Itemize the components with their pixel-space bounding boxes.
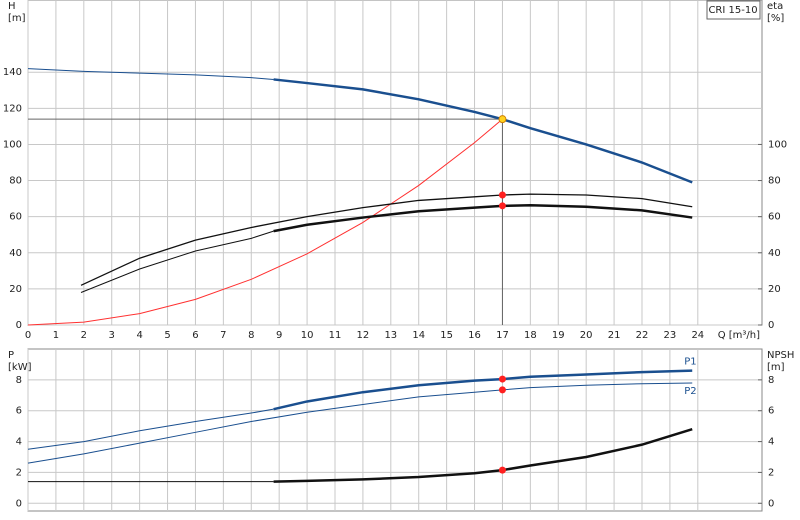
x-tick-label: 15 [440, 330, 453, 341]
y-tick-label: 6 [16, 406, 22, 417]
curve [27, 408, 274, 450]
y-axis-unit: [m] [8, 13, 26, 24]
curve [273, 78, 693, 184]
x-tick-label: 4 [136, 330, 142, 341]
y2-tick-label: 0 [768, 498, 774, 509]
plot-area [27, 0, 763, 326]
y-axis-unit: [kW] [8, 362, 32, 373]
curve [80, 193, 693, 286]
curve [273, 428, 693, 483]
y-tick-label: 140 [3, 67, 22, 78]
y-tick-label: 20 [9, 284, 22, 295]
y2-tick-label: 2 [768, 467, 774, 478]
y-tick-label: 60 [9, 212, 22, 223]
x-tick-label: 8 [248, 330, 254, 341]
series-label: P2 [684, 386, 696, 397]
curve [27, 382, 693, 464]
y2-tick-label: 100 [768, 139, 787, 150]
y2-axis-label: eta [767, 1, 783, 12]
y-tick-label: 4 [16, 437, 22, 448]
y-tick-label: 0 [16, 320, 22, 331]
y2-tick-label: 20 [768, 284, 781, 295]
y-tick-label: 2 [16, 467, 22, 478]
y2-axis-label: NPSH [767, 350, 794, 361]
series-label: P1 [684, 357, 696, 368]
y-axis-label: H [8, 1, 16, 12]
duty-point [498, 191, 506, 199]
x-tick-label: 20 [580, 330, 593, 341]
title-box [706, 0, 761, 20]
x-tick-label: 5 [164, 330, 170, 341]
curve [273, 204, 693, 233]
x-tick-label: 24 [691, 330, 704, 341]
y2-tick-label: 60 [768, 212, 781, 223]
x-axis-label: Q [m³/h] [718, 330, 760, 341]
curve [27, 118, 503, 326]
y-tick-label: 120 [3, 103, 22, 114]
y-tick-label: 40 [9, 248, 22, 259]
curve [273, 369, 693, 411]
x-tick-label: 14 [412, 330, 425, 341]
x-tick-label: 13 [384, 330, 397, 341]
y2-tick-label: 8 [768, 375, 774, 386]
x-tick-label: 1 [53, 330, 59, 341]
y2-tick-label: 40 [768, 248, 781, 259]
y2-tick-label: 6 [768, 406, 774, 417]
x-tick-label: 23 [664, 330, 677, 341]
curve [80, 230, 274, 293]
x-tick-label: 7 [220, 330, 226, 341]
y-tick-label: 80 [9, 176, 22, 187]
y2-tick-label: 0 [768, 320, 774, 331]
x-tick-label: 16 [468, 330, 481, 341]
x-tick-label: 0 [25, 330, 31, 341]
x-tick-label: 18 [524, 330, 537, 341]
x-tick-label: 2 [81, 330, 87, 341]
duty-point [498, 466, 506, 474]
x-tick-label: 11 [329, 330, 342, 341]
y-tick-label: 100 [3, 139, 22, 150]
y2-axis-unit: [m] [767, 362, 785, 373]
y-tick-label: 0 [16, 498, 22, 509]
x-tick-label: 3 [109, 330, 115, 341]
y-axis-label: P [8, 350, 14, 361]
duty-point [498, 375, 506, 383]
x-tick-label: 22 [636, 330, 649, 341]
y2-tick-label: 80 [768, 176, 781, 187]
chart-title: CRI 15-10 [708, 5, 757, 16]
x-tick-label: 19 [552, 330, 565, 341]
x-tick-label: 17 [496, 330, 509, 341]
y-tick-label: 8 [16, 375, 22, 386]
x-tick-label: 6 [192, 330, 198, 341]
y2-tick-label: 4 [768, 437, 774, 448]
x-tick-label: 12 [357, 330, 370, 341]
curve [27, 68, 274, 80]
duty-point [498, 202, 506, 210]
duty-point [498, 386, 506, 394]
x-tick-label: 9 [276, 330, 282, 341]
x-tick-label: 21 [608, 330, 621, 341]
duty-point [498, 115, 507, 124]
y2-axis-unit: [%] [767, 13, 784, 24]
x-tick-label: 10 [301, 330, 314, 341]
plot-area [27, 348, 763, 512]
